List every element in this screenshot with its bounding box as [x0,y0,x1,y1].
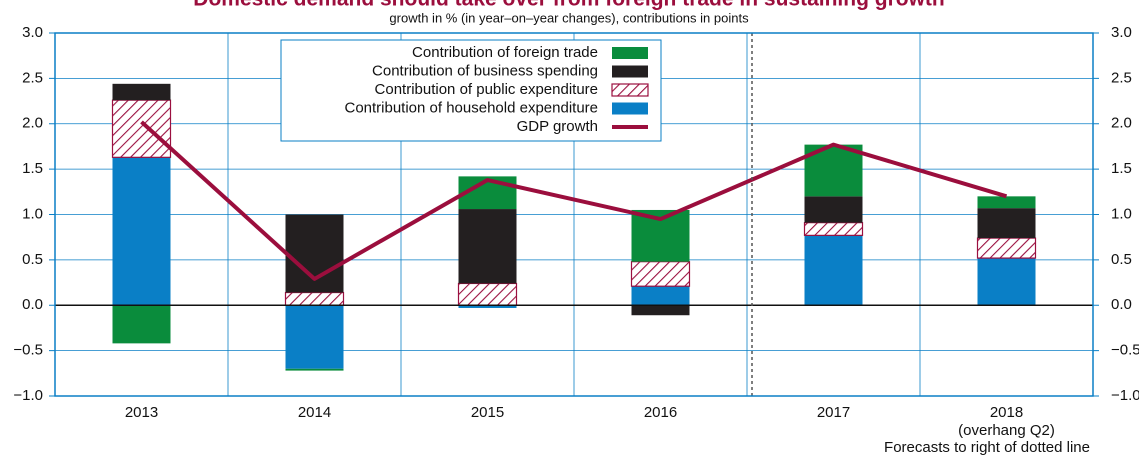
bar-segment [457,282,518,306]
y-tick-label: −1.0 [13,387,43,404]
y2-tick-label: 1.0 [1111,205,1132,222]
bar-segment [631,305,690,316]
x-tick-note: (overhang Q2) [958,422,1055,439]
bar-segment [285,368,344,371]
bar-segment [804,196,863,223]
y2-tick-label: 3.0 [1111,24,1132,41]
chart-subtitle: growth in % (in year–on–year changes), c… [389,10,749,25]
bar-segment [631,286,690,306]
chart-title: Domestic demand should take over from fo… [193,0,944,11]
gdp-line [140,120,1008,281]
bar-segment [976,237,1037,259]
legend [280,39,662,142]
bar-segment [284,291,345,306]
y2-tick-label: −1.0 [1111,387,1139,404]
y-tick-label: 2.5 [22,69,43,86]
y2-tick-label: 0.0 [1111,296,1132,313]
x-tick-label: 2017 [817,404,850,421]
bar-segment [977,258,1036,306]
y-tick-label: 2.0 [22,115,43,132]
annotation: Forecasts to right of dotted line [884,439,1090,456]
legend-label: Contribution of foreign trade [412,44,598,61]
legend-swatch [611,83,649,97]
y2-tick-label: −0.5 [1111,342,1139,359]
bar-segment [977,196,1036,209]
bar-segment [458,209,517,284]
legend-label: GDP growth [517,118,598,135]
x-tick-label: 2018 [990,404,1023,421]
y-tick-label: −0.5 [13,342,43,359]
y2-tick-label: 2.0 [1111,115,1132,132]
bar-segment [111,99,172,158]
y-tick-label: 1.0 [22,205,43,222]
bar-segment [977,208,1036,239]
bar-segment [285,305,344,369]
y-tick-label: 1.5 [22,160,43,177]
y2-tick-label: 0.5 [1111,251,1132,268]
bar-segment [112,157,171,306]
x-tick-label: 2016 [644,404,677,421]
legend-swatch [612,65,648,78]
y2-tick-label: 1.5 [1111,160,1132,177]
legend-label: Contribution of public expenditure [375,81,598,98]
bar-segment [458,305,517,308]
bar-segment [112,305,171,344]
x-tick-label: 2015 [471,404,504,421]
legend-label: Contribution of household expenditure [344,99,598,116]
legend-swatch [612,47,648,59]
y-tick-label: 3.0 [22,24,43,41]
legend-label: Contribution of business spending [372,62,598,79]
y-tick-label: 0.5 [22,251,43,268]
y-tick-label: 0.0 [22,296,43,313]
x-tick-label: 2014 [298,404,331,421]
x-tick-label: 2013 [125,404,158,421]
bar-segment [112,83,171,101]
bar-segment [804,235,863,306]
y2-tick-label: 2.5 [1111,69,1132,86]
legend-swatch [612,102,648,115]
bar-segment [630,261,691,287]
bar-segment [803,222,864,236]
